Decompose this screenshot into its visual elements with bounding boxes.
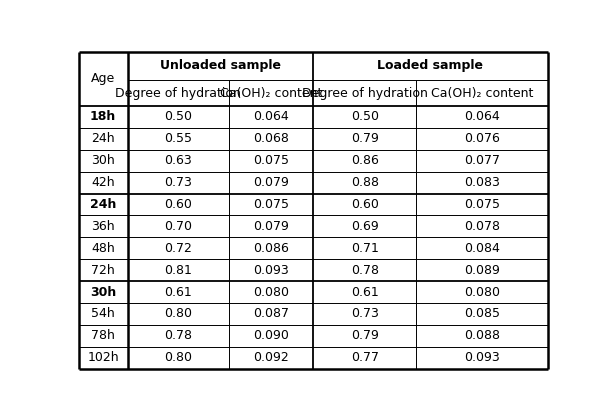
Text: 0.70: 0.70	[164, 220, 192, 233]
Text: 30h: 30h	[91, 154, 115, 167]
Text: 0.080: 0.080	[464, 285, 500, 299]
Text: Degree of hydration: Degree of hydration	[302, 87, 428, 100]
Text: 0.80: 0.80	[164, 307, 192, 320]
Text: 0.075: 0.075	[464, 198, 500, 211]
Text: 48h: 48h	[91, 242, 115, 255]
Text: 0.079: 0.079	[253, 176, 289, 189]
Text: 0.092: 0.092	[253, 351, 289, 364]
Text: 0.089: 0.089	[464, 264, 500, 277]
Text: Loaded sample: Loaded sample	[378, 59, 483, 72]
Text: 0.71: 0.71	[351, 242, 379, 255]
Text: 0.69: 0.69	[351, 220, 379, 233]
Text: 0.077: 0.077	[464, 154, 500, 167]
Text: 0.60: 0.60	[351, 198, 379, 211]
Text: 0.075: 0.075	[253, 154, 289, 167]
Text: 0.064: 0.064	[253, 110, 289, 124]
Text: 0.064: 0.064	[464, 110, 500, 124]
Text: 0.085: 0.085	[464, 307, 500, 320]
Text: 0.090: 0.090	[253, 329, 289, 342]
Text: 0.50: 0.50	[351, 110, 379, 124]
Text: 0.080: 0.080	[253, 285, 289, 299]
Text: 18h: 18h	[90, 110, 116, 124]
Text: 0.81: 0.81	[164, 264, 192, 277]
Text: 0.79: 0.79	[351, 132, 379, 145]
Text: 0.61: 0.61	[351, 285, 379, 299]
Text: 0.083: 0.083	[464, 176, 500, 189]
Text: 0.61: 0.61	[164, 285, 192, 299]
Text: 24h: 24h	[91, 132, 115, 145]
Text: 36h: 36h	[91, 220, 115, 233]
Text: 78h: 78h	[91, 329, 115, 342]
Text: 0.77: 0.77	[351, 351, 379, 364]
Text: 0.093: 0.093	[464, 351, 500, 364]
Text: 0.86: 0.86	[351, 154, 379, 167]
Text: 0.79: 0.79	[351, 329, 379, 342]
Text: 0.088: 0.088	[464, 329, 500, 342]
Text: 0.093: 0.093	[253, 264, 289, 277]
Text: 0.78: 0.78	[351, 264, 379, 277]
Text: 0.63: 0.63	[164, 154, 192, 167]
Text: Ca(OH)₂ content: Ca(OH)₂ content	[220, 87, 322, 100]
Text: 42h: 42h	[91, 176, 115, 189]
Text: 0.075: 0.075	[253, 198, 289, 211]
Text: Unloaded sample: Unloaded sample	[160, 59, 281, 72]
Text: 0.80: 0.80	[164, 351, 192, 364]
Text: 72h: 72h	[91, 264, 115, 277]
Text: 0.086: 0.086	[253, 242, 289, 255]
Text: 0.55: 0.55	[164, 132, 192, 145]
Text: 54h: 54h	[91, 307, 115, 320]
Text: 0.087: 0.087	[253, 307, 289, 320]
Text: 0.50: 0.50	[164, 110, 192, 124]
Text: 0.73: 0.73	[351, 307, 379, 320]
Text: 0.084: 0.084	[464, 242, 500, 255]
Text: 24h: 24h	[90, 198, 116, 211]
Text: Ca(OH)₂ content: Ca(OH)₂ content	[431, 87, 533, 100]
Text: 0.078: 0.078	[464, 220, 500, 233]
Text: 30h: 30h	[90, 285, 116, 299]
Text: 0.73: 0.73	[164, 176, 192, 189]
Text: 0.78: 0.78	[164, 329, 192, 342]
Text: 0.079: 0.079	[253, 220, 289, 233]
Text: 102h: 102h	[87, 351, 119, 364]
Text: Degree of hydration: Degree of hydration	[115, 87, 241, 100]
Text: 0.72: 0.72	[164, 242, 192, 255]
Text: 0.60: 0.60	[164, 198, 192, 211]
Text: 0.88: 0.88	[351, 176, 379, 189]
Text: Age: Age	[91, 72, 115, 85]
Text: 0.068: 0.068	[253, 132, 289, 145]
Text: 0.076: 0.076	[464, 132, 500, 145]
